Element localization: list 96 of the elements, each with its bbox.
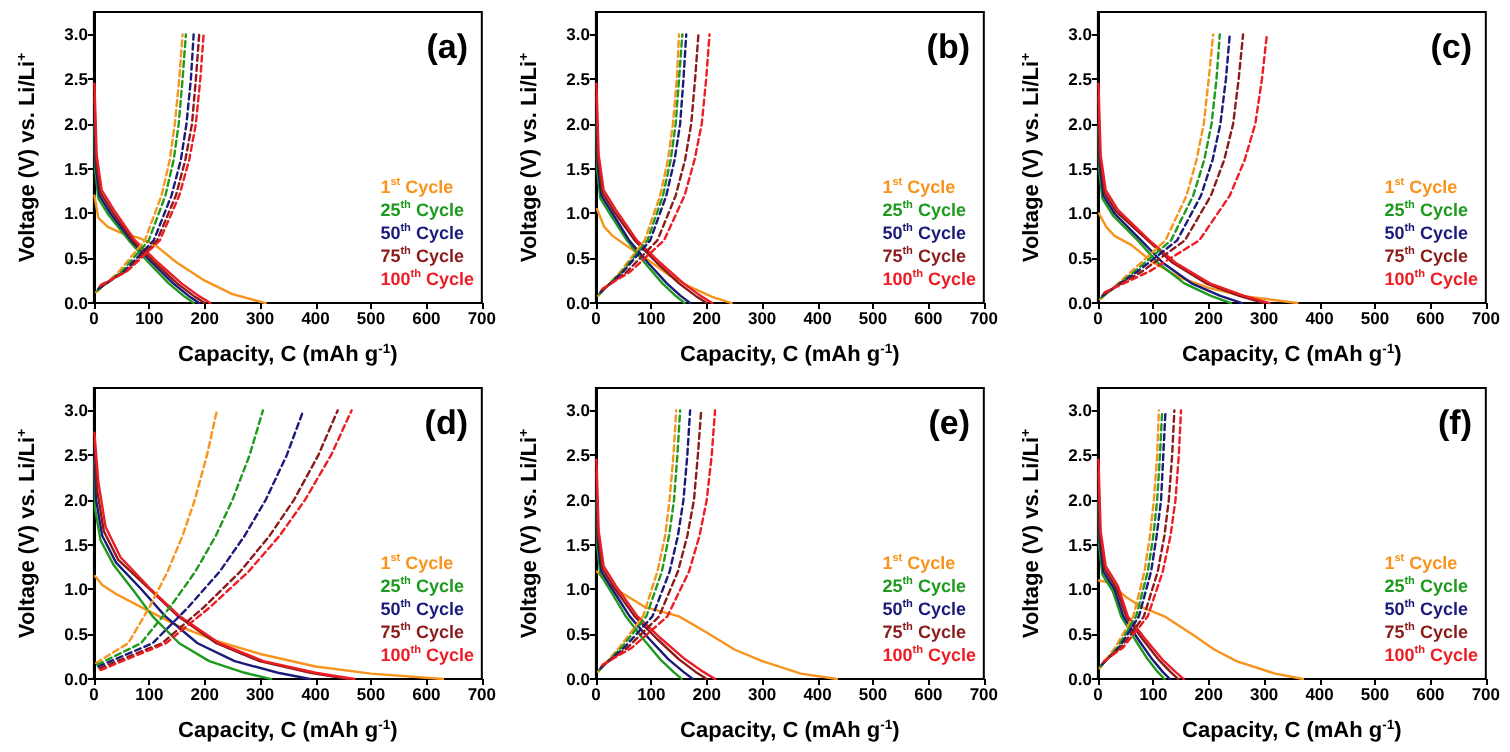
y-tick-label: 1.5: [1068, 158, 1093, 179]
y-tick-label: 3.0: [1068, 400, 1093, 421]
x-tick-label: 600: [914, 684, 944, 705]
y-tick-label: 0.5: [566, 248, 591, 269]
x-tick-label: 500: [1360, 684, 1390, 705]
x-tick-label: 100: [1139, 308, 1169, 329]
y-tick-label: 1.5: [64, 158, 89, 179]
x-tick-label: 700: [969, 308, 999, 329]
x-tick-label: 500: [356, 308, 386, 329]
x-tick-label: 100: [637, 308, 667, 329]
text: (a): [426, 28, 469, 66]
x-tick-label: 400: [803, 308, 833, 329]
x-tick-label: 200: [692, 684, 722, 705]
x-tick-label: 400: [301, 684, 331, 705]
y-tick-label: 2.5: [1068, 445, 1093, 466]
y-tick-label: 2.5: [64, 69, 89, 90]
y-tick-label: 0.0: [1068, 293, 1093, 314]
y-tick-label: 3.0: [566, 400, 591, 421]
y-tick-label: 1.5: [566, 534, 591, 555]
x-tick-label: 200: [1194, 684, 1224, 705]
x-tick-label: 400: [301, 308, 331, 329]
x-tick-label: 300: [1249, 308, 1279, 329]
y-tick-label: 3.0: [566, 24, 591, 45]
x-tick-label: 700: [467, 684, 497, 705]
y-tick-label: 3.0: [64, 24, 89, 45]
x-tick-label: 200: [190, 684, 220, 705]
x-tick-label: 600: [412, 684, 442, 705]
y-tick-label: 2.0: [566, 113, 591, 134]
y-tick-label: 0.0: [566, 293, 591, 314]
y-tick-label: 1.0: [64, 579, 89, 600]
x-tick-label: 300: [747, 308, 777, 329]
x-tick-label: 0: [591, 684, 602, 705]
x-tick-label: 0: [1093, 684, 1104, 705]
x-tick-label: 600: [1416, 684, 1446, 705]
x-tick-label: 600: [914, 308, 944, 329]
y-tick-label: 1.5: [64, 534, 89, 555]
y-tick-label: 1.5: [566, 158, 591, 179]
y-tick-label: 2.5: [1068, 69, 1093, 90]
x-tick-label: 700: [1471, 308, 1501, 329]
y-tick-label: 1.5: [1068, 534, 1093, 555]
x-tick-label: 0: [1093, 308, 1104, 329]
x-tick-label: 500: [858, 308, 888, 329]
y-tick-label: 3.0: [64, 400, 89, 421]
y-tick-label: 1.0: [566, 203, 591, 224]
x-tick-label: 200: [190, 308, 220, 329]
y-tick-label: 0.0: [64, 669, 89, 690]
y-tick-label: 1.0: [1068, 579, 1093, 600]
y-tick-label: 1.0: [1068, 203, 1093, 224]
y-tick-label: 0.0: [1068, 669, 1093, 690]
x-tick-label: 0: [89, 308, 100, 329]
y-tick-label: 0.5: [566, 624, 591, 645]
x-tick-label: 300: [1249, 684, 1279, 705]
y-tick-label: 1.0: [566, 579, 591, 600]
y-tick-label: 0.5: [1068, 248, 1093, 269]
x-tick-label: 500: [1360, 308, 1390, 329]
x-tick-label: 700: [467, 308, 497, 329]
y-tick-label: 2.5: [566, 69, 591, 90]
text: (d): [424, 404, 469, 442]
text: (f): [1438, 404, 1472, 442]
x-tick-label: 100: [637, 684, 667, 705]
y-tick-label: 0.0: [64, 293, 89, 314]
x-tick-label: 500: [858, 684, 888, 705]
x-tick-label: 600: [412, 308, 442, 329]
x-tick-label: 500: [356, 684, 386, 705]
x-tick-label: 100: [1139, 684, 1169, 705]
x-tick-label: 700: [969, 684, 999, 705]
y-tick-label: 0.5: [1068, 624, 1093, 645]
x-tick-label: 0: [89, 684, 100, 705]
text: (c): [1430, 28, 1473, 66]
y-tick-label: 0.5: [64, 624, 89, 645]
x-tick-label: 300: [747, 684, 777, 705]
x-tick-label: 100: [135, 684, 165, 705]
y-tick-label: 2.0: [1068, 489, 1093, 510]
x-tick-label: 100: [135, 308, 165, 329]
y-tick-label: 2.0: [566, 489, 591, 510]
y-tick-label: 2.5: [64, 445, 89, 466]
text: (b): [926, 28, 971, 66]
y-tick-label: 3.0: [1068, 24, 1093, 45]
x-tick-label: 400: [1305, 684, 1335, 705]
y-tick-label: 2.5: [566, 445, 591, 466]
x-tick-label: 200: [692, 308, 722, 329]
y-tick-label: 0.5: [64, 248, 89, 269]
x-tick-label: 0: [591, 308, 602, 329]
x-tick-label: 600: [1416, 308, 1446, 329]
text: (e): [928, 404, 971, 442]
x-tick-label: 700: [1471, 684, 1501, 705]
x-tick-label: 300: [245, 684, 275, 705]
y-tick-label: 0.0: [566, 669, 591, 690]
x-tick-label: 200: [1194, 308, 1224, 329]
y-tick-label: 1.0: [64, 203, 89, 224]
x-tick-label: 400: [1305, 308, 1335, 329]
y-tick-label: 2.0: [64, 113, 89, 134]
y-tick-label: 2.0: [1068, 113, 1093, 134]
y-tick-label: 2.0: [64, 489, 89, 510]
x-tick-label: 300: [245, 308, 275, 329]
x-tick-label: 400: [803, 684, 833, 705]
